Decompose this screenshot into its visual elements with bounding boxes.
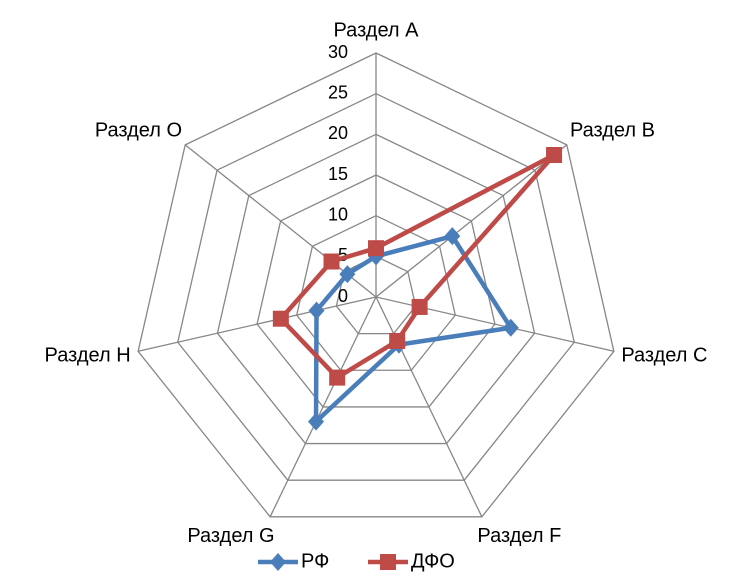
grid-ring [137, 52, 615, 518]
series-line [278, 152, 557, 380]
category-label: Раздел O [95, 119, 182, 141]
data-point [546, 147, 563, 164]
data-point [368, 240, 384, 257]
category-label: Раздел А [334, 19, 420, 41]
category-label: Раздел C [621, 344, 707, 366]
grid-ring [296, 214, 456, 371]
tick-label: 20 [328, 123, 348, 143]
series-line [313, 233, 514, 424]
spoke [375, 144, 568, 298]
legend-marker [380, 554, 396, 570]
data-point [389, 332, 406, 349]
data-point [444, 227, 461, 246]
legend-label: ДФО [411, 550, 455, 572]
category-label: Раздел H [45, 344, 131, 366]
grid-ring [256, 174, 496, 408]
data-point [339, 265, 356, 284]
tick-label: 0 [338, 286, 348, 306]
legend-marker [270, 553, 286, 571]
data-point [368, 247, 384, 266]
data-point [411, 298, 428, 315]
data-point [329, 369, 346, 386]
grid-ring [216, 133, 536, 445]
tick-label: 5 [338, 245, 348, 265]
data-point [272, 310, 289, 327]
tick-label: 15 [328, 164, 348, 184]
data-point [308, 412, 325, 431]
spoke [269, 296, 377, 518]
tick-label: 30 [328, 42, 348, 62]
category-label: Раздел F [477, 525, 561, 547]
data-point [323, 253, 340, 270]
data-point [308, 301, 325, 320]
legend-label: РФ [301, 550, 329, 572]
grid-ring [177, 92, 575, 481]
spoke [137, 296, 377, 352]
category-label: Раздел G [187, 525, 274, 547]
category-label: Раздел B [570, 119, 655, 141]
tick-label: 25 [328, 82, 348, 102]
tick-label: 10 [328, 204, 348, 224]
data-point [502, 318, 519, 337]
